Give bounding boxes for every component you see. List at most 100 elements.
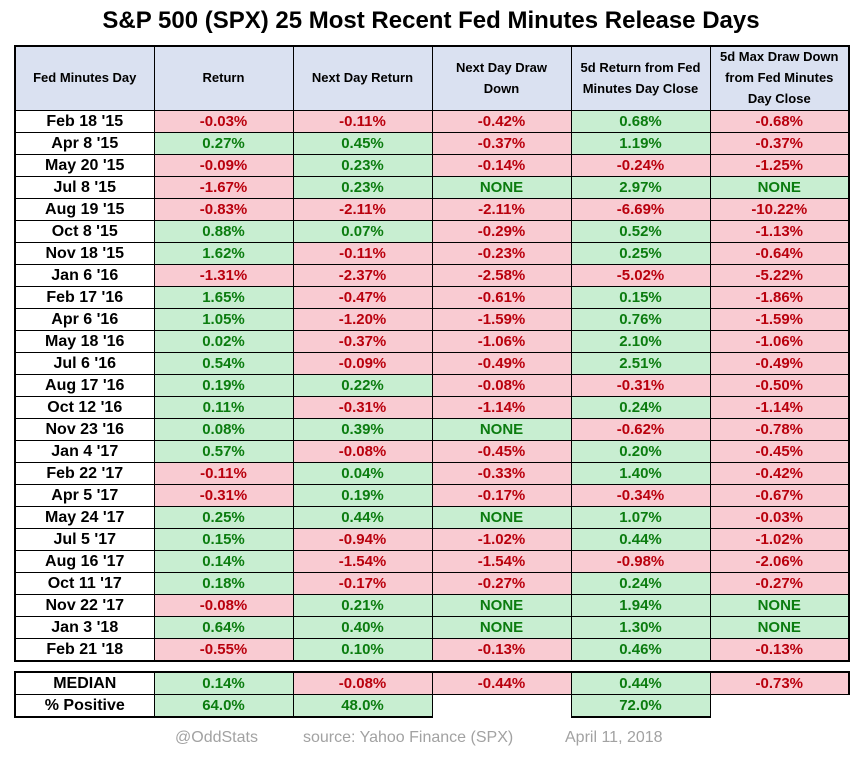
value-cell: -1.02%	[709, 528, 850, 551]
value-cell: 2.51%	[570, 352, 711, 375]
value-cell: 0.39%	[292, 418, 433, 441]
fed-minutes-day-cell: Feb 17 '16	[14, 286, 155, 309]
table-row: Oct 12 '16 0.11% -0.31% -1.14% 0.24% -1.14%	[14, 396, 850, 419]
column-header: 5d Return from Fed Minutes Day Close	[570, 45, 711, 111]
value-cell: -0.23%	[431, 242, 572, 265]
value-cell: -0.37%	[431, 132, 572, 155]
fed-minutes-day-cell: Nov 18 '15	[14, 242, 155, 265]
value-cell: 0.24%	[570, 396, 711, 419]
value-cell: 1.62%	[153, 242, 294, 265]
summary-value-cell: 0.14%	[153, 671, 294, 695]
value-cell: NONE	[709, 176, 850, 199]
summary-value-cell	[710, 694, 849, 717]
value-cell: -0.68%	[709, 110, 850, 133]
value-cell: 0.44%	[570, 528, 711, 551]
value-cell: -2.06%	[709, 550, 850, 573]
value-cell: -0.08%	[292, 440, 433, 463]
table-row: Apr 6 '16 1.05% -1.20% -1.59% 0.76% -1.59%	[14, 308, 850, 331]
value-cell: -5.22%	[709, 264, 850, 287]
value-cell: -0.08%	[431, 374, 572, 397]
table-row: Jan 6 '16 -1.31% -2.37% -2.58% -5.02% -5.22%	[14, 264, 850, 287]
value-cell: 0.88%	[153, 220, 294, 243]
table-row: Apr 5 '17 -0.31% 0.19% -0.17% -0.34% -0.67%	[14, 484, 850, 507]
value-cell: -1.14%	[431, 396, 572, 419]
value-cell: 0.02%	[153, 330, 294, 353]
table-row: Aug 17 '16 0.19% 0.22% -0.08% -0.31% -0.50%	[14, 374, 850, 397]
value-cell: -0.03%	[709, 506, 850, 529]
attribution-handle: @OddStats	[175, 729, 258, 746]
summary-value-cell: -0.73%	[709, 671, 850, 695]
data-source: source: Yahoo Finance (SPX)	[303, 729, 514, 746]
value-cell: 0.24%	[570, 572, 711, 595]
value-cell: -1.59%	[709, 308, 850, 331]
value-cell: -1.31%	[153, 264, 294, 287]
table-row: Jul 5 '17 0.15% -0.94% -1.02% 0.44% -1.02%	[14, 528, 850, 551]
value-cell: 0.76%	[570, 308, 711, 331]
value-cell: 0.46%	[570, 638, 711, 662]
value-cell: 0.44%	[292, 506, 433, 529]
value-cell: 0.45%	[292, 132, 433, 155]
value-cell: -0.78%	[709, 418, 850, 441]
value-cell: 0.15%	[153, 528, 294, 551]
value-cell: 0.54%	[153, 352, 294, 375]
summary-value-cell	[432, 694, 571, 717]
value-cell: -0.03%	[153, 110, 294, 133]
fed-minutes-day-cell: Feb 21 '18	[14, 638, 155, 662]
value-cell: -1.54%	[431, 550, 572, 573]
table-body: Feb 18 '15 -0.03% -0.11% -0.42% 0.68% -0.68% A…	[14, 110, 850, 662]
value-cell: -0.31%	[153, 484, 294, 507]
table-row: Nov 22 '17 -0.08% 0.21% NONE 1.94% NONE	[14, 594, 850, 617]
value-cell: 0.22%	[292, 374, 433, 397]
value-cell: -6.69%	[570, 198, 711, 221]
value-cell: -0.24%	[570, 154, 711, 177]
table-row: May 24 '17 0.25% 0.44% NONE 1.07% -0.03%	[14, 506, 850, 529]
value-cell: 1.94%	[570, 594, 711, 617]
value-cell: -2.58%	[431, 264, 572, 287]
value-cell: -0.50%	[709, 374, 850, 397]
fed-minutes-day-cell: Jul 8 '15	[14, 176, 155, 199]
fed-minutes-day-cell: Jul 5 '17	[14, 528, 155, 551]
table-row: May 20 '15 -0.09% 0.23% -0.14% -0.24% -1.25%	[14, 154, 850, 177]
value-cell: -0.17%	[431, 484, 572, 507]
value-cell: 0.18%	[153, 572, 294, 595]
value-cell: 0.23%	[292, 176, 433, 199]
fed-minutes-day-cell: Jan 4 '17	[14, 440, 155, 463]
header-row: Fed Minutes Day Return Next Day Return Next…	[14, 45, 850, 111]
table-row: Jan 3 '18 0.64% 0.40% NONE 1.30% NONE	[14, 616, 850, 639]
value-cell: 1.19%	[570, 132, 711, 155]
value-cell: -0.45%	[709, 440, 850, 463]
publish-date: April 11, 2018	[565, 729, 663, 746]
table-row: Feb 18 '15 -0.03% -0.11% -0.42% 0.68% -0.68%	[14, 110, 850, 133]
fed-minutes-day-cell: Feb 18 '15	[14, 110, 155, 133]
table-row: Aug 19 '15 -0.83% -2.11% -2.11% -6.69% -10.22…	[14, 198, 850, 221]
fed-minutes-day-cell: Nov 23 '16	[14, 418, 155, 441]
fed-minutes-day-cell: Apr 8 '15	[14, 132, 155, 155]
fed-minutes-day-cell: Jan 3 '18	[14, 616, 155, 639]
value-cell: -0.49%	[431, 352, 572, 375]
fed-minutes-day-cell: May 18 '16	[14, 330, 155, 353]
value-cell: 2.97%	[570, 176, 711, 199]
table-row: Feb 21 '18 -0.55% 0.10% -0.13% 0.46% -0.13%	[14, 638, 850, 662]
value-cell: -0.49%	[709, 352, 850, 375]
summary-body: MEDIAN 0.14% -0.08% -0.44% 0.44% -0.73%% Posi…	[14, 671, 850, 718]
value-cell: -1.20%	[292, 308, 433, 331]
table-row: Jul 8 '15 -1.67% 0.23% NONE 2.97% NONE	[14, 176, 850, 199]
value-cell: 0.25%	[153, 506, 294, 529]
fed-minutes-day-cell: Jan 6 '16	[14, 264, 155, 287]
table-container: Fed Minutes Day Return Next Day Return Next…	[0, 45, 862, 718]
value-cell: 0.07%	[292, 220, 433, 243]
value-cell: -0.08%	[153, 594, 294, 617]
value-cell: NONE	[431, 506, 572, 529]
value-cell: 0.14%	[153, 550, 294, 573]
value-cell: -1.02%	[431, 528, 572, 551]
value-cell: -0.31%	[292, 396, 433, 419]
summary-value-cell: 0.44%	[570, 671, 711, 695]
summary-value-cell: -0.44%	[431, 671, 572, 695]
value-cell: -0.42%	[431, 110, 572, 133]
fed-minutes-day-cell: Nov 22 '17	[14, 594, 155, 617]
value-cell: 1.30%	[570, 616, 711, 639]
fed-minutes-day-cell: Aug 19 '15	[14, 198, 155, 221]
column-header: Next Day Draw Down	[431, 45, 572, 111]
footer: @OddStats source: Yahoo Finance (SPX) Ap…	[0, 729, 862, 751]
value-cell: NONE	[709, 594, 850, 617]
